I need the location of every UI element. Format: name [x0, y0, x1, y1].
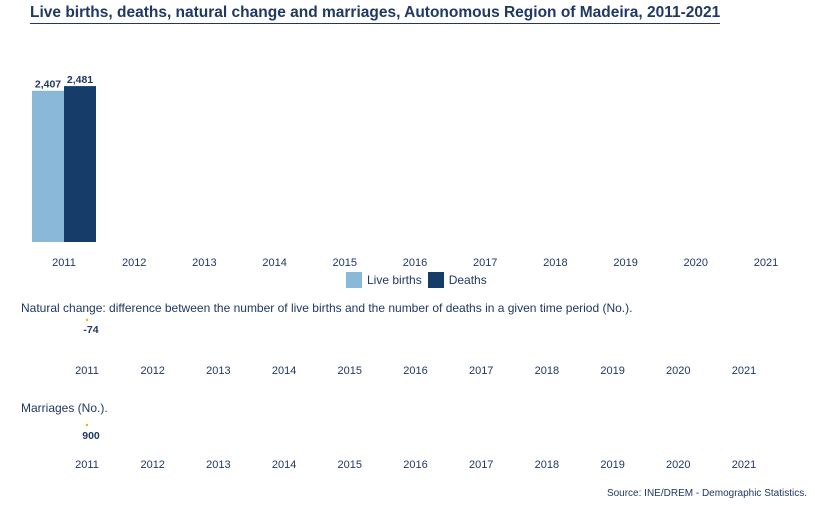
x-tick-label: 2021 [754, 257, 778, 269]
x-tick-label: 2017 [473, 257, 497, 269]
natural-change-x-tick-label: 2011 [75, 365, 99, 377]
legend-swatch-deaths [427, 272, 444, 288]
legend-item-live-births: Live births [346, 272, 422, 288]
x-tick-label: 2016 [403, 257, 427, 269]
data-label-live-births: 2,407 [35, 79, 61, 91]
marriages-label: Marriages (No.). [21, 401, 108, 415]
marriages-x-tick-label: 2017 [469, 459, 493, 471]
marriages-point [85, 423, 89, 427]
bar-live-births [32, 90, 64, 242]
natural-change-x-tick-label: 2018 [535, 365, 559, 377]
legend-item-deaths: Deaths [427, 272, 487, 288]
marriages-x-tick-label: 2020 [666, 459, 690, 471]
x-tick-label: 2013 [192, 257, 216, 269]
data-label-deaths: 2,481 [67, 74, 93, 86]
x-tick-label: 2019 [613, 257, 637, 269]
marriages-data-label: 900 [82, 430, 100, 442]
natural-change-x-tick-label: 2017 [469, 365, 493, 377]
marriages-x-tick-label: 2014 [272, 459, 296, 471]
natural-change-x-tick-label: 2015 [338, 365, 362, 377]
natural-change-x-tick-label: 2016 [403, 365, 427, 377]
legend-label-deaths: Deaths [448, 273, 487, 287]
bar-deaths [64, 86, 96, 242]
x-tick-label: 2012 [122, 257, 146, 269]
x-tick-label: 2020 [684, 257, 708, 269]
x-tick-label: 2018 [543, 257, 567, 269]
natural-change-x-tick-label: 2013 [206, 365, 230, 377]
x-tick-label: 2014 [262, 257, 286, 269]
legend: Live births Deaths [346, 272, 493, 288]
chart-title: Live births, deaths, natural change and … [30, 4, 721, 24]
natural-change-x-tick-label: 2021 [732, 365, 756, 377]
natural-change-x-tick-label: 2012 [140, 365, 164, 377]
natural-change-x-tick-label: 2019 [600, 365, 624, 377]
legend-swatch-live-births [346, 272, 362, 288]
natural-change-x-tick-label: 2014 [272, 365, 296, 377]
natural-change-data-label: -74 [83, 324, 98, 336]
marriages-x-tick-label: 2015 [338, 459, 362, 471]
marriages-x-tick-label: 2016 [403, 459, 427, 471]
marriages-x-tick-label: 2019 [600, 459, 624, 471]
legend-label-live-births: Live births [367, 273, 422, 287]
marriages-x-tick-label: 2021 [732, 459, 756, 471]
x-tick-label: 2015 [333, 257, 357, 269]
natural-change-label: Natural change: difference between the n… [21, 301, 633, 315]
x-tick-label: 2011 [52, 257, 76, 269]
natural-change-point [85, 318, 89, 322]
marriages-x-tick-label: 2018 [535, 459, 559, 471]
source-note: Source: INE/DREM - Demographic Statistic… [606, 488, 807, 499]
marriages-x-tick-label: 2013 [206, 459, 230, 471]
marriages-x-tick-label: 2012 [140, 459, 164, 471]
marriages-x-tick-label: 2011 [75, 459, 99, 471]
natural-change-x-tick-label: 2020 [666, 365, 690, 377]
